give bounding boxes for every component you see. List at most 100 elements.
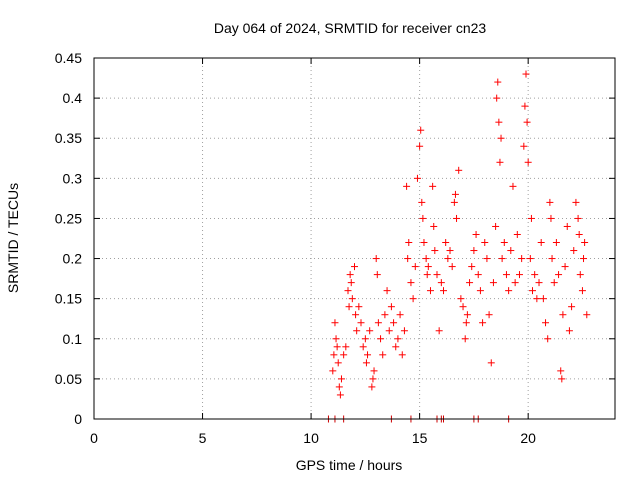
- data-point: [335, 383, 343, 391]
- data-point: [348, 295, 356, 303]
- data-point: [329, 367, 337, 375]
- data-point: [359, 343, 367, 351]
- plot-frame: [93, 57, 616, 420]
- data-point: [561, 263, 569, 271]
- x-tick-label: 0: [90, 430, 98, 446]
- data-point: [403, 182, 411, 190]
- data-point: [387, 303, 395, 311]
- data-point: [547, 214, 555, 222]
- data-point: [340, 351, 348, 359]
- data-point: [574, 214, 582, 222]
- data-point: [422, 255, 430, 263]
- data-point: [390, 319, 398, 327]
- data-point: [570, 247, 578, 255]
- data-point: [337, 375, 345, 383]
- data-point: [461, 335, 469, 343]
- data-point: [419, 214, 427, 222]
- data-point: [457, 295, 465, 303]
- data-point: [435, 327, 443, 335]
- data-point: [583, 311, 591, 319]
- data-point: [539, 295, 547, 303]
- data-point: [468, 263, 476, 271]
- y-tick-label: 0.4: [63, 90, 83, 106]
- y-tick-label: 0.1: [63, 331, 83, 347]
- y-tick-label: 0.15: [55, 291, 82, 307]
- data-point: [453, 214, 461, 222]
- data-point: [420, 239, 428, 247]
- data-point: [568, 303, 576, 311]
- data-point: [374, 319, 382, 327]
- data-point: [515, 271, 523, 279]
- data-point: [353, 327, 361, 335]
- data-point: [405, 239, 413, 247]
- data-point: [476, 287, 484, 295]
- data-point: [492, 222, 500, 230]
- data-point: [334, 359, 342, 367]
- data-point: [509, 182, 517, 190]
- data-point: [558, 375, 566, 383]
- data-point: [576, 271, 584, 279]
- data-points: [324, 70, 591, 423]
- data-point: [392, 343, 400, 351]
- y-tick-label: 0.25: [55, 210, 82, 226]
- data-point: [362, 359, 370, 367]
- data-point: [426, 287, 434, 295]
- data-point: [369, 375, 377, 383]
- data-point: [533, 295, 541, 303]
- data-point: [364, 351, 372, 359]
- data-point: [429, 182, 437, 190]
- data-point: [502, 271, 510, 279]
- data-point: [372, 255, 380, 263]
- data-point: [409, 295, 417, 303]
- y-tick-label: 0.3: [63, 170, 83, 186]
- data-point: [430, 222, 438, 230]
- data-point: [407, 279, 415, 287]
- data-point: [385, 327, 393, 335]
- data-point: [575, 230, 583, 238]
- data-point: [497, 134, 505, 142]
- x-tick-label: 20: [520, 430, 536, 446]
- data-point: [333, 343, 341, 351]
- data-point: [377, 335, 385, 343]
- data-point: [351, 263, 358, 271]
- data-point: [526, 255, 534, 263]
- data-point: [418, 198, 426, 206]
- data-point: [563, 222, 571, 230]
- data-point: [431, 247, 439, 255]
- data-point: [347, 279, 355, 287]
- axis-ticks: [93, 57, 615, 420]
- data-point: [479, 319, 487, 327]
- data-point: [542, 319, 550, 327]
- data-point: [496, 158, 504, 166]
- data-point: [330, 351, 338, 359]
- data-point: [345, 303, 353, 311]
- data-point: [437, 279, 445, 287]
- data-point: [572, 198, 580, 206]
- data-point: [455, 166, 463, 174]
- data-point: [529, 287, 537, 295]
- data-point: [500, 239, 508, 247]
- data-point: [366, 327, 374, 335]
- data-point: [498, 255, 506, 263]
- data-point: [424, 263, 432, 271]
- data-point: [485, 311, 493, 319]
- data-point: [459, 303, 467, 311]
- data-point: [518, 255, 526, 263]
- data-point: [550, 279, 558, 287]
- data-point: [559, 311, 567, 319]
- data-point: [462, 319, 470, 327]
- data-point: [344, 287, 352, 295]
- x-tick-label: 10: [303, 430, 319, 446]
- y-tick-label: 0.45: [55, 50, 82, 66]
- data-point: [552, 239, 560, 247]
- data-point: [524, 158, 532, 166]
- data-point: [546, 198, 554, 206]
- data-point: [411, 263, 419, 271]
- data-point: [336, 391, 344, 399]
- data-point: [507, 247, 515, 255]
- data-point: [346, 271, 354, 279]
- data-point: [331, 319, 339, 327]
- data-point: [531, 271, 539, 279]
- data-point: [557, 367, 565, 375]
- data-point: [440, 287, 448, 295]
